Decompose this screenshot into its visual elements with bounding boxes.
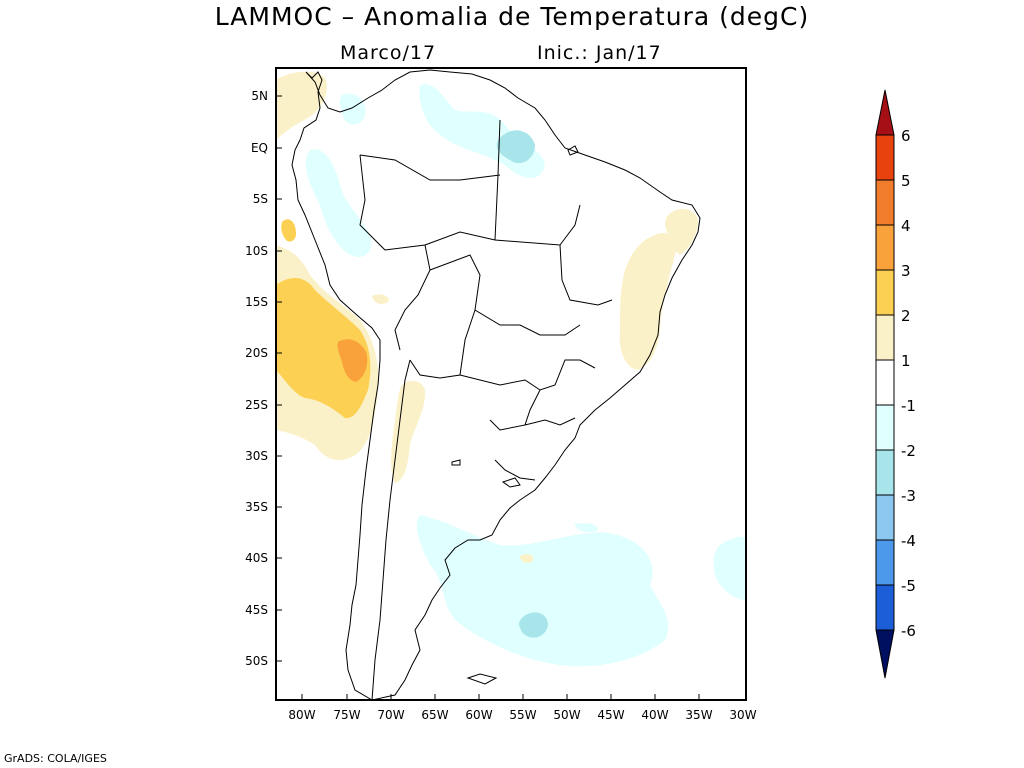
longitude-axis: 80W 75W 70W 65W 60W 55W 50W 45W 40W 35W … <box>288 708 756 722</box>
colorbar-label: -1 <box>901 397 916 415</box>
lat-label: 20S <box>245 346 268 360</box>
lon-label: 40W <box>641 708 668 722</box>
lat-label: EQ <box>251 141 268 155</box>
lat-label: 40S <box>245 551 268 565</box>
lon-label: 35W <box>685 708 712 722</box>
lon-label: 70W <box>377 708 404 722</box>
lat-label: 10S <box>245 244 268 258</box>
colorbar-label: -6 <box>901 622 916 640</box>
lat-label: 45S <box>245 603 268 617</box>
lat-label: 5S <box>253 192 268 206</box>
lat-label: 50S <box>245 654 268 668</box>
colorbar-label: 5 <box>901 172 911 190</box>
lon-label: 30W <box>729 708 756 722</box>
colorbar-label: -4 <box>901 532 916 550</box>
latitude-ticks <box>276 95 282 662</box>
colorbar-label: -5 <box>901 577 916 595</box>
colorbar-label: 2 <box>901 307 911 325</box>
map-subtitle-init: Inic.: Jan/17 <box>537 42 662 64</box>
coastline-and-borders <box>291 69 701 700</box>
colorbar-segment <box>875 539 895 586</box>
colorbar-segment <box>875 494 895 541</box>
strong-warm-anomaly-areas <box>276 219 371 419</box>
lon-label: 45W <box>597 708 624 722</box>
credit-text: GrADS: COLA/IGES <box>4 752 107 765</box>
islands <box>451 145 579 685</box>
lon-label: 65W <box>421 708 448 722</box>
lat-label: 5N <box>251 89 268 103</box>
colorbar-label: 6 <box>901 127 911 145</box>
map-subtitle-month: Marco/17 <box>340 42 437 64</box>
colorbar-segment <box>875 269 895 316</box>
colorbar-segment <box>875 359 895 406</box>
colorbar-segment <box>875 314 895 361</box>
country-borders <box>359 119 613 700</box>
colorbar-bottom-triangle <box>875 629 895 679</box>
latitude-axis: 5N EQ 5S 10S 15S 20S 25S 30S 35S 40S 45S… <box>245 89 268 668</box>
map-title: LAMMOC – Anomalia de Temperatura (degC) <box>214 2 810 31</box>
lon-label: 55W <box>509 708 536 722</box>
hot-anomaly-area <box>337 339 368 382</box>
moderate-cold-anomaly-areas <box>496 130 548 638</box>
colorbar: 6 5 4 3 2 1 -1 -2 -3 -4 -5 -6 <box>875 89 916 679</box>
south-america-outline <box>291 69 701 700</box>
anomaly-field <box>276 71 746 667</box>
lon-label: 50W <box>553 708 580 722</box>
lat-label: 15S <box>245 295 268 309</box>
colorbar-label: -2 <box>901 442 916 460</box>
colorbar-segment <box>875 449 895 496</box>
colorbar-label: 4 <box>901 217 911 235</box>
lat-label: 30S <box>245 449 268 463</box>
colorbar-label: 3 <box>901 262 911 280</box>
colorbar-segment <box>875 179 895 226</box>
colorbar-segment <box>875 404 895 451</box>
lat-label: 25S <box>245 398 268 412</box>
colorbar-segment <box>875 584 895 631</box>
lon-label: 60W <box>465 708 492 722</box>
longitude-ticks <box>301 694 700 700</box>
colorbar-segment <box>875 224 895 271</box>
lon-label: 80W <box>288 708 315 722</box>
map-frame <box>275 67 747 701</box>
lon-label: 75W <box>333 708 360 722</box>
colorbar-label: -3 <box>901 487 916 505</box>
colorbar-top-triangle <box>875 89 895 136</box>
cold-anomaly-areas <box>305 84 746 667</box>
colorbar-label: 1 <box>901 352 911 370</box>
lat-label: 35S <box>245 500 268 514</box>
colorbar-segment <box>875 134 895 181</box>
